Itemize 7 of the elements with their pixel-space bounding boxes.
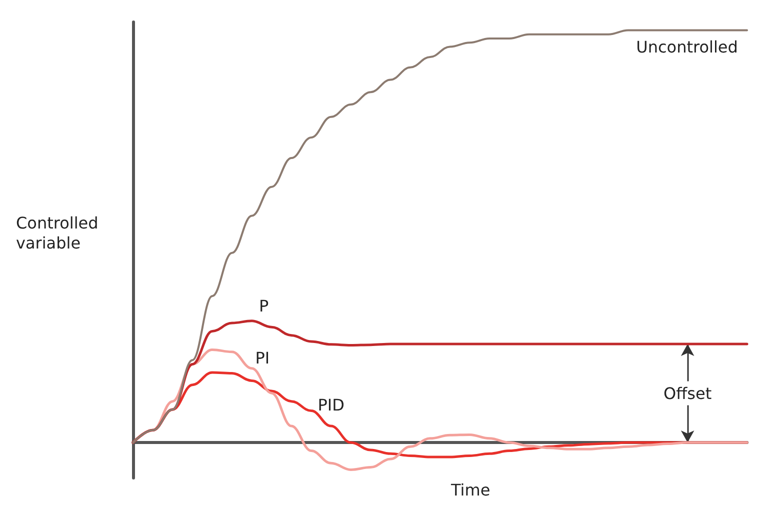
series-label: P bbox=[259, 296, 270, 316]
annotation: Offset bbox=[664, 384, 712, 403]
series-label: PID bbox=[318, 396, 344, 415]
series-label: PI bbox=[255, 348, 270, 368]
x-axis-title: Time bbox=[450, 480, 490, 500]
y-axis-title: Controlled variable bbox=[16, 214, 104, 252]
series-label: Uncontrolled bbox=[636, 38, 738, 57]
